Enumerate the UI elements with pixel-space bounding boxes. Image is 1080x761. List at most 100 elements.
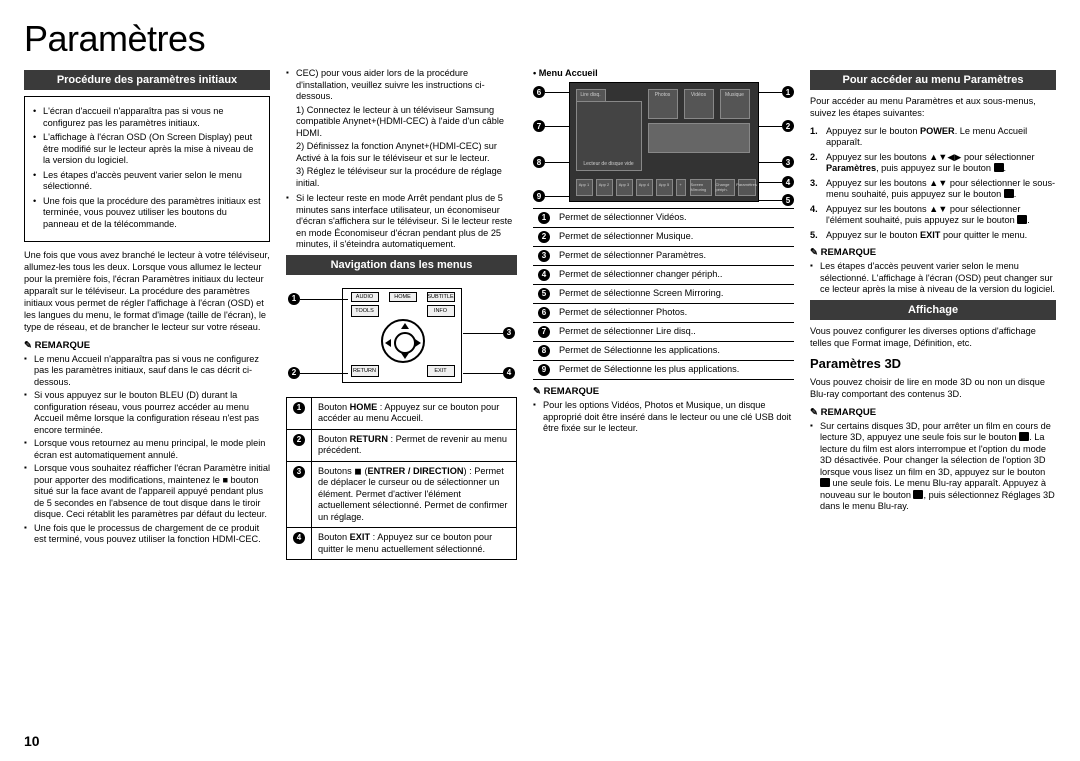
remote-control: AUDIO HOME SUBTITLE TOOLS INFO RETURN EX…	[342, 288, 462, 383]
remarque-list-3: Pour les options Vidéos, Photos et Musiq…	[533, 400, 794, 435]
column-3: • Menu Accueil 6 7 8 9 1 2 3 4 5 Lire di…	[533, 66, 794, 560]
table-row: 2Bouton RETURN : Permet de revenir au me…	[287, 429, 517, 461]
list-item: 2) Définissez la fonction Anynet+(HDMI-C…	[296, 141, 517, 164]
list-item: Sur certains disques 3D, pour arrêter un…	[810, 421, 1056, 513]
section-bar-navigation: Navigation dans les menus	[286, 255, 517, 275]
menu-legend-table: 1Permet de sélectionner Vidéos.2Permet d…	[533, 208, 794, 380]
callout-4: 4	[503, 367, 515, 379]
table-row: 4Bouton EXIT : Appuyez sur ce bouton pou…	[287, 528, 517, 560]
remarque-heading-4a: REMARQUE	[810, 247, 1056, 258]
mcall-6: 6	[533, 86, 545, 98]
column-2: CEC) pour vous aider lors de la procédur…	[286, 66, 517, 560]
tile-musique: Musique	[720, 89, 750, 119]
table-row: 8Permet de Sélectionne les applications.	[533, 342, 794, 361]
access-para: Pour accéder au menu Paramètres et aux s…	[810, 96, 1056, 120]
tile-photos: Photos	[648, 89, 678, 119]
tile-app4: App 4	[636, 179, 653, 196]
intro-paragraph: Une fois que vous avez branché le lecteu…	[24, 250, 270, 334]
remote-btn-audio: AUDIO	[351, 292, 379, 302]
list-item: CEC) pour vous aider lors de la procédur…	[286, 68, 517, 103]
column-container: Procédure des paramètres initiaux L'écra…	[24, 66, 1056, 560]
table-row: 3Permet de sélectionner Paramètres.	[533, 247, 794, 266]
tile-plus: +	[676, 179, 686, 196]
tile-screenmirror: Screen Mirroring	[690, 179, 712, 196]
table-row: 4Permet de sélectionner changer périph..	[533, 266, 794, 285]
remote-btn-exit: EXIT	[427, 365, 455, 377]
tile-videos: Vidéos	[684, 89, 714, 119]
table-row: 6Permet de sélectionner Photos.	[533, 304, 794, 323]
column-1: Procédure des paramètres initiaux L'écra…	[24, 66, 270, 560]
list-item: Une fois que le processus de chargement …	[24, 523, 270, 546]
list-item: Si vous appuyez sur le bouton BLEU (D) d…	[24, 390, 270, 436]
list-item: Lorsque vous retournez au menu principal…	[24, 438, 270, 461]
remarque-heading: REMARQUE	[24, 340, 270, 351]
remote-btn-home: HOME	[389, 292, 417, 302]
remote-btn-tools: TOOLS	[351, 305, 379, 317]
menu-accueil-label: • Menu Accueil	[533, 68, 794, 78]
table-row: 5Permet de sélectionne Screen Mirroring.	[533, 285, 794, 304]
list-item: 3) Réglez le téléviseur sur la procédure…	[296, 166, 517, 189]
list-item: Pour les options Vidéos, Photos et Musiq…	[533, 400, 794, 435]
table-row: 2Permet de sélectionner Musique.	[533, 228, 794, 247]
remarque-heading-3: REMARQUE	[533, 386, 794, 397]
cec-bullets: CEC) pour vous aider lors de la procédur…	[286, 68, 517, 103]
mcall-7: 7	[533, 120, 545, 132]
table-row: 1Permet de sélectionner Vidéos.	[533, 209, 794, 228]
tile-param: Paramètres	[738, 179, 756, 196]
list-item: L'affichage à l'écran OSD (On Screen Dis…	[33, 132, 261, 167]
remarque-list-1: Le menu Accueil n'apparaîtra pas si vous…	[24, 354, 270, 546]
remote-btn-info: INFO	[427, 305, 455, 317]
menu-accueil-diagram: 6 7 8 9 1 2 3 4 5 Lire disq. Photos Vidé…	[533, 82, 794, 202]
list-item: Si le lecteur reste en mode Arrêt pendan…	[286, 193, 517, 251]
tile-app5: App 5	[656, 179, 673, 196]
navigation-table: 1Bouton HOME : Appuyez sur ce bouton pou…	[286, 397, 517, 561]
section-bar-procedure: Procédure des paramètres initiaux	[24, 70, 270, 90]
remarque-list-4b: Sur certains disques 3D, pour arrêter un…	[810, 421, 1056, 513]
page-number: 10	[24, 733, 40, 749]
mcall-8: 8	[533, 156, 545, 168]
table-row: 9Permet de Sélectionne les plus applicat…	[533, 361, 794, 380]
tile-row2	[648, 123, 750, 153]
list-item: Les étapes d'accès peuvent varier selon …	[33, 170, 261, 193]
remote-dpad-ring	[381, 319, 425, 363]
sub-heading-3d: Paramètres 3D	[810, 356, 1056, 371]
menu-screen: Lire disq. Photos Vidéos Musique Lecteur…	[569, 82, 759, 202]
column-4: Pour accéder au menu Paramètres Pour acc…	[810, 66, 1056, 560]
mcall-1: 1	[782, 86, 794, 98]
tile-app3: App 3	[616, 179, 633, 196]
list-item: Appuyez sur le bouton EXIT pour quitter …	[810, 230, 1056, 242]
list-item: Lorsque vous souhaitez réafficher l'écra…	[24, 463, 270, 521]
remarque-heading-4b: REMARQUE	[810, 407, 1056, 418]
cec-steps: 1) Connectez le lecteur à un téléviseur …	[286, 105, 517, 190]
intro-bullets: L'écran d'accueil n'apparaîtra pas si vo…	[33, 106, 261, 230]
list-item: Le menu Accueil n'apparaîtra pas si vous…	[24, 354, 270, 389]
table-row: 3Boutons ◼ (ENTRER / DIRECTION) : Permet…	[287, 461, 517, 528]
mcall-4: 4	[782, 176, 794, 188]
mcall-9: 9	[533, 190, 545, 202]
para-3d: Vous pouvez choisir de lire en mode 3D o…	[810, 377, 1056, 401]
access-steps: Appuyez sur le bouton POWER. Le menu Acc…	[810, 126, 1056, 242]
page-title: Paramètres	[24, 18, 1056, 60]
callout-1: 1	[288, 293, 300, 305]
table-row: 7Permet de sélectionner Lire disq..	[533, 323, 794, 342]
tile-lecteur: Lecteur de disque vide	[576, 101, 642, 171]
intro-box: L'écran d'accueil n'apparaîtra pas si vo…	[24, 96, 270, 242]
remote-btn-subtitle: SUBTITLE	[427, 292, 455, 302]
list-item: Appuyez sur les boutons ▲▼ pour sélectio…	[810, 178, 1056, 201]
tile-app2: App 2	[596, 179, 613, 196]
tile-app1: App 1	[576, 179, 593, 196]
mcall-3: 3	[782, 156, 794, 168]
tile-change: Change périph.	[715, 179, 735, 196]
screensaver-bullets: Si le lecteur reste en mode Arrêt pendan…	[286, 193, 517, 251]
list-item: 1) Connectez le lecteur à un téléviseur …	[296, 105, 517, 140]
list-item: Les étapes d'accès peuvent varier selon …	[810, 261, 1056, 296]
section-bar-access: Pour accéder au menu Paramètres	[810, 70, 1056, 90]
list-item: Appuyez sur les boutons ▲▼◀▶ pour sélect…	[810, 152, 1056, 175]
affichage-para: Vous pouvez configurer les diverses opti…	[810, 326, 1056, 350]
callout-2: 2	[288, 367, 300, 379]
list-item: Appuyez sur le bouton POWER. Le menu Acc…	[810, 126, 1056, 149]
remote-diagram: 1 2 3 4 AUDIO HOME SUBTITLE TOOLS INFO	[286, 281, 517, 391]
section-bar-affichage: Affichage	[810, 300, 1056, 320]
remarque-list-4a: Les étapes d'accès peuvent varier selon …	[810, 261, 1056, 296]
list-item: L'écran d'accueil n'apparaîtra pas si vo…	[33, 106, 261, 129]
